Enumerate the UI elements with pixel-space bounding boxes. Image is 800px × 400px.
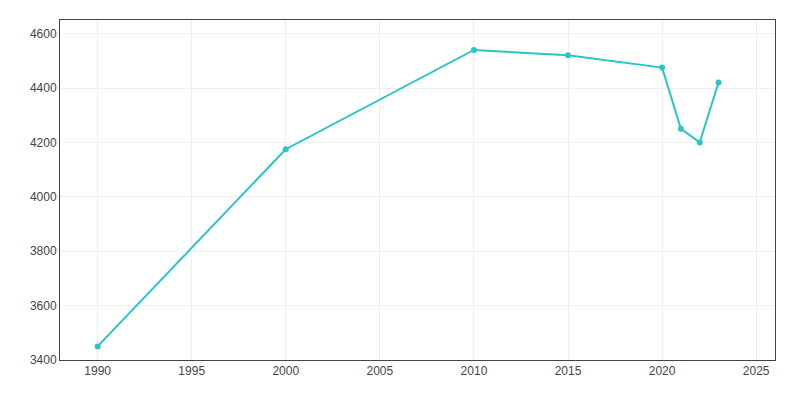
svg-text:4200: 4200 (30, 136, 57, 150)
svg-text:3400: 3400 (30, 353, 57, 367)
svg-text:4600: 4600 (30, 27, 57, 41)
svg-text:2010: 2010 (461, 364, 488, 378)
svg-text:4400: 4400 (30, 81, 57, 95)
svg-text:1990: 1990 (84, 364, 111, 378)
svg-text:3800: 3800 (30, 244, 57, 258)
svg-text:2015: 2015 (555, 364, 582, 378)
svg-text:4000: 4000 (30, 190, 57, 204)
svg-text:2005: 2005 (367, 364, 394, 378)
svg-text:2025: 2025 (743, 364, 770, 378)
svg-text:2000: 2000 (272, 364, 299, 378)
svg-text:2020: 2020 (649, 364, 676, 378)
svg-text:3600: 3600 (30, 299, 57, 313)
svg-text:1995: 1995 (178, 364, 205, 378)
